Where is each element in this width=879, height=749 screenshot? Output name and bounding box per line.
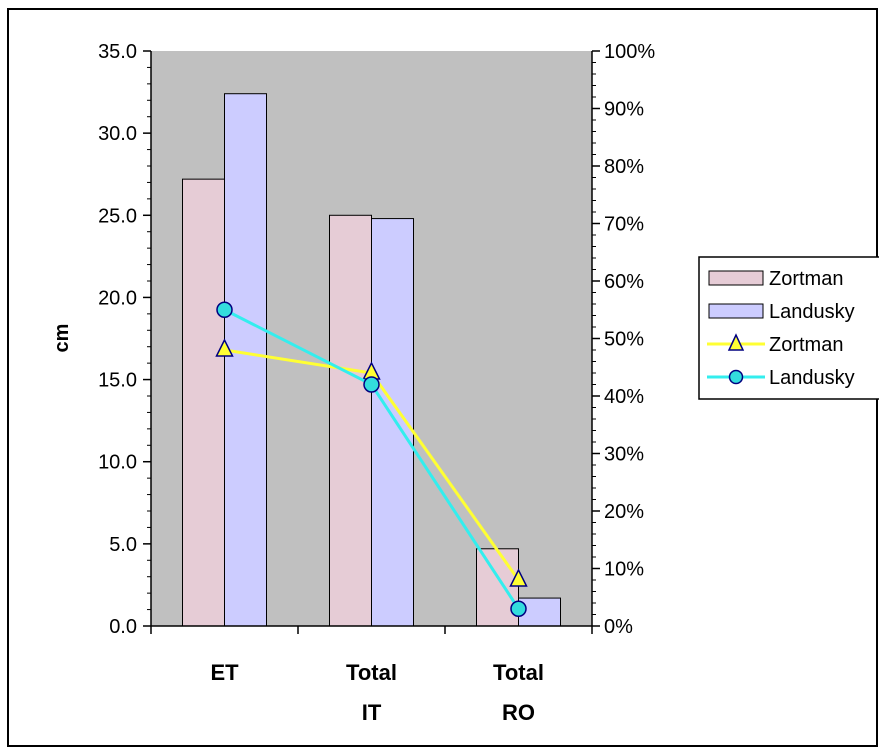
right-tick-label: 0% bbox=[604, 616, 633, 638]
marker-triangle-zortman-2 bbox=[509, 568, 528, 587]
x-tick-label-line: RO bbox=[502, 700, 535, 725]
legend-label: Zortman bbox=[769, 334, 843, 356]
left-tick-label: 0.0 bbox=[109, 616, 137, 638]
right-tick-label: 30% bbox=[604, 444, 644, 466]
x-tick-label-line: IT bbox=[362, 700, 382, 725]
marker-circle-landusky-2 bbox=[510, 600, 527, 617]
x-tick-label-line: Total bbox=[346, 660, 397, 685]
x-tick-label-line: ET bbox=[210, 660, 239, 685]
left-tick-label: 15.0 bbox=[98, 370, 137, 392]
legend-swatch-bar-zortman bbox=[708, 270, 764, 286]
y-axis-title: cm bbox=[51, 324, 73, 353]
legend-marker-triangle bbox=[727, 333, 745, 351]
x-tick-label: ET bbox=[210, 660, 239, 685]
right-tick-label: 20% bbox=[604, 501, 644, 523]
right-tick-label: 50% bbox=[604, 329, 644, 351]
right-tick-label: 90% bbox=[604, 99, 644, 121]
right-tick-label: 100% bbox=[604, 41, 655, 63]
left-tick-label: 5.0 bbox=[109, 534, 137, 556]
left-tick-label: 30.0 bbox=[98, 123, 137, 145]
legend-swatch-bar-landusky bbox=[708, 303, 764, 319]
left-tick-label: 20.0 bbox=[98, 287, 137, 309]
bar-zortman-0 bbox=[182, 178, 225, 627]
right-tick-label: 60% bbox=[604, 271, 644, 293]
marker-circle-landusky-0 bbox=[216, 301, 233, 318]
legend-marker-circle bbox=[728, 369, 744, 385]
legend-label: Landusky bbox=[769, 367, 855, 389]
x-tick-label-line: Total bbox=[493, 660, 544, 685]
legend-label: Landusky bbox=[769, 301, 855, 323]
right-tick-label: 80% bbox=[604, 156, 644, 178]
x-tick-label: Total IT bbox=[346, 660, 397, 725]
left-tick-label: 25.0 bbox=[98, 205, 137, 227]
right-tick-label: 40% bbox=[604, 386, 644, 408]
bar-landusky-0 bbox=[224, 93, 267, 627]
right-tick-label: 10% bbox=[604, 559, 644, 581]
bar-zortman-1 bbox=[329, 214, 372, 627]
marker-circle-landusky-1 bbox=[363, 376, 380, 393]
left-tick-label: 10.0 bbox=[98, 452, 137, 474]
left-tick-label: 35.0 bbox=[98, 41, 137, 63]
marker-triangle-zortman-0 bbox=[215, 338, 234, 357]
x-tick-label: Total RO bbox=[493, 660, 544, 725]
right-tick-label: 70% bbox=[604, 214, 644, 236]
legend-label: Zortman bbox=[769, 268, 843, 290]
bar-zortman-2 bbox=[476, 548, 519, 627]
